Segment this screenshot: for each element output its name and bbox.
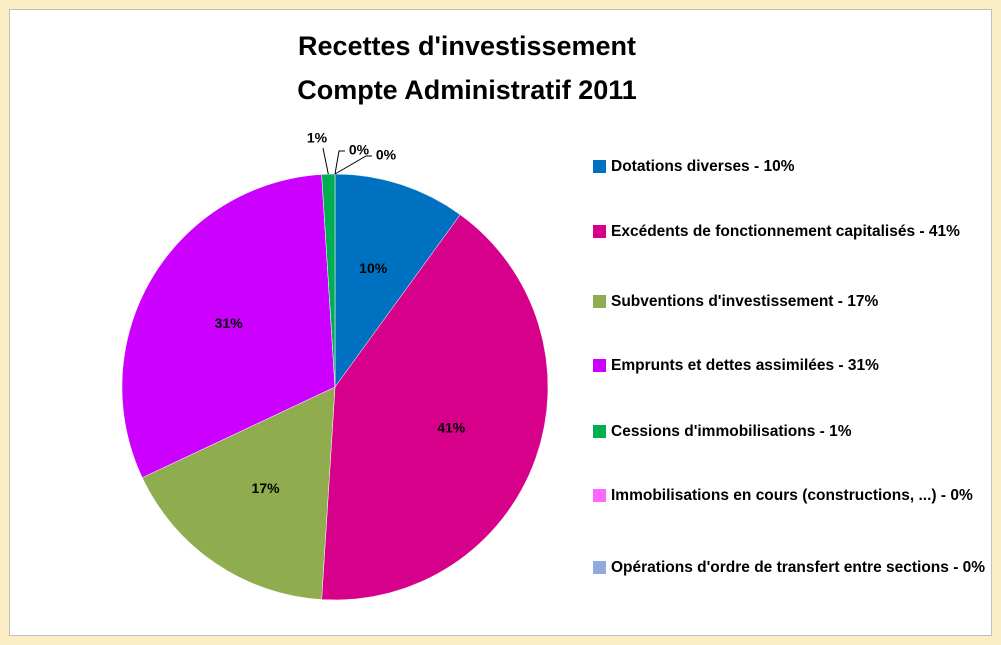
legend-swatch xyxy=(593,225,606,238)
legend-item: Emprunts et dettes assimilées - 31% xyxy=(593,350,991,381)
legend-label: Immobilisations en cours (constructions,… xyxy=(611,487,973,504)
legend-swatch xyxy=(593,359,606,372)
leader-line xyxy=(334,150,345,175)
data-label: 17% xyxy=(252,480,281,496)
legend-item: Immobilisations en cours (constructions,… xyxy=(593,480,991,511)
legend-label: Excédents de fonctionnement capitalisés … xyxy=(611,223,960,240)
legend-swatch xyxy=(593,561,606,574)
pie-slice xyxy=(121,174,336,479)
chart: Recettes d'investissement Compte Adminis… xyxy=(121,31,637,601)
chart-title: Recettes d'investissement xyxy=(298,31,636,61)
data-label: 31% xyxy=(215,315,244,331)
legend-label: Subventions d'investissement - 17% xyxy=(611,293,879,310)
legend-label: Opérations d'ordre de transfert entre se… xyxy=(611,559,986,576)
legend-label: Dotations diverses - 10% xyxy=(611,158,795,175)
data-label: 10% xyxy=(359,260,388,276)
data-label: 1% xyxy=(307,130,328,146)
chart-subtitle: Compte Administratif 2011 xyxy=(297,75,637,105)
pie-slice xyxy=(321,214,549,601)
data-label: 41% xyxy=(437,420,466,436)
pie-slice xyxy=(334,173,461,388)
legend-swatch xyxy=(593,489,606,502)
data-label: 0% xyxy=(349,142,370,158)
legend-item: Excédents de fonctionnement capitalisés … xyxy=(593,216,991,247)
legend-swatch xyxy=(593,425,606,438)
leader-line xyxy=(322,147,329,175)
chart-area: Recettes d'investissement Compte Adminis… xyxy=(9,9,992,636)
legend-item: Subventions d'investissement - 17% xyxy=(593,286,991,317)
legend-item: Opérations d'ordre de transfert entre se… xyxy=(593,552,991,583)
legend-item: Dotations diverses - 10% xyxy=(593,151,991,182)
pie-slice xyxy=(141,386,336,600)
legend-swatch xyxy=(593,295,606,308)
legend-label: Cessions d'immobilisations - 1% xyxy=(611,423,852,440)
legend-label: Emprunts et dettes assimilées - 31% xyxy=(611,357,879,374)
legend-item: Cessions d'immobilisations - 1% xyxy=(593,416,991,447)
data-label: 0% xyxy=(376,147,397,163)
leader-line xyxy=(334,155,372,175)
legend-swatch xyxy=(593,160,606,173)
